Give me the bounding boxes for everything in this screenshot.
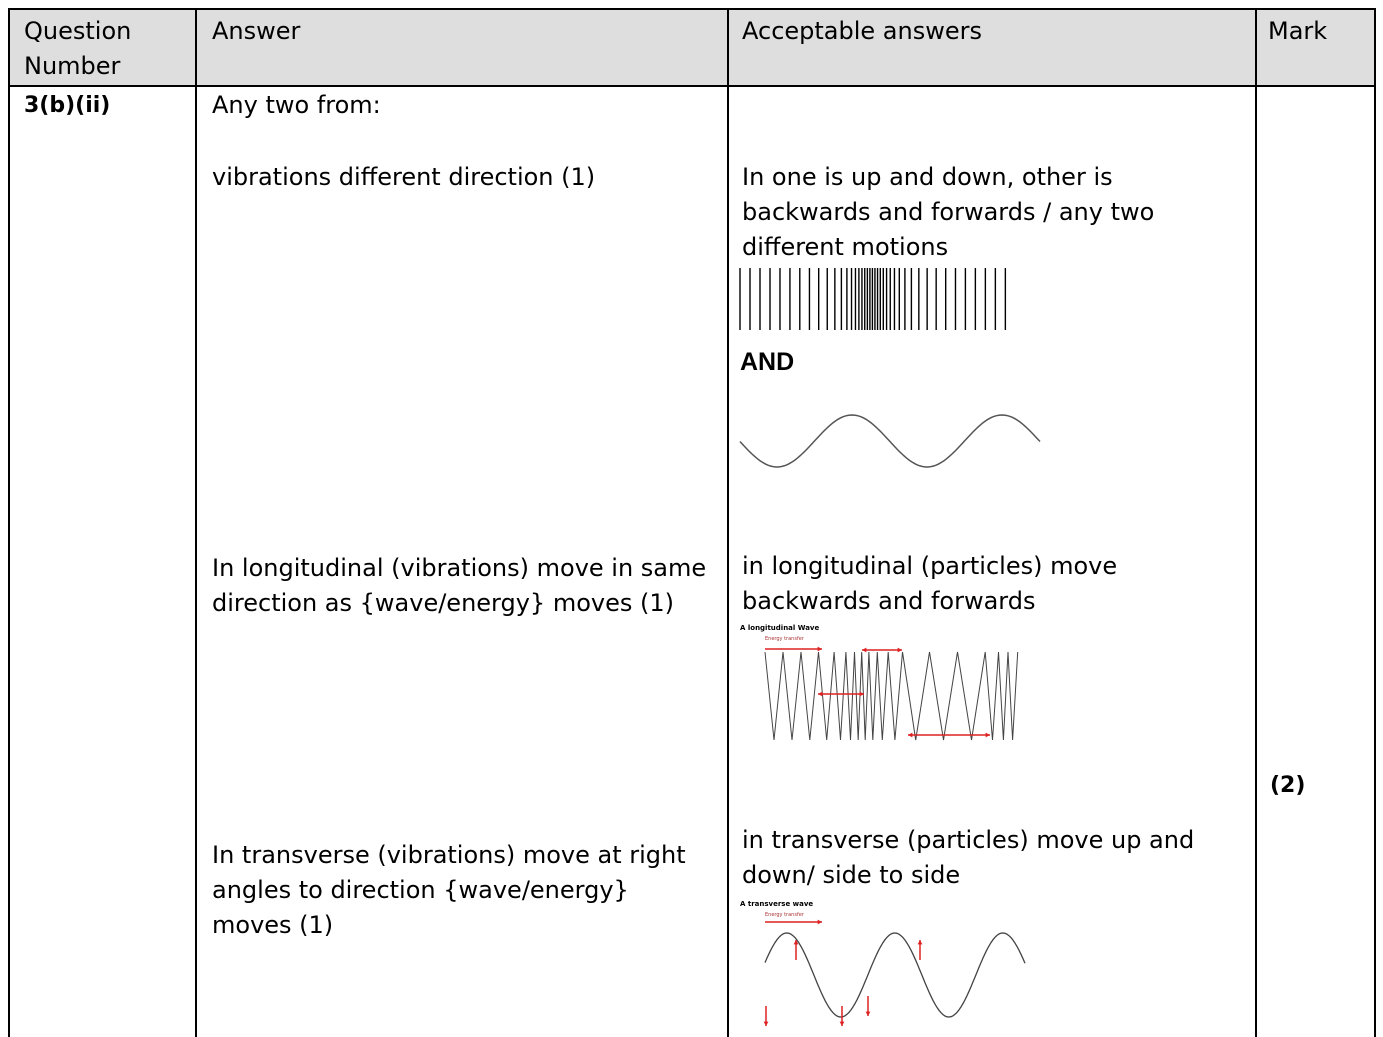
- header-cell: Question Number: [24, 17, 132, 80]
- arrow-head: [793, 940, 799, 945]
- acceptable-and: AND: [740, 348, 795, 376]
- arrow-head: [839, 1021, 845, 1026]
- answer-intro: Any two from:: [212, 91, 381, 119]
- figure-title: A longitudinal Wave: [740, 624, 819, 632]
- barcode-figure: [739, 268, 1007, 330]
- answer-point: In longitudinal (vibrations) move in sam…: [212, 554, 707, 617]
- sine-figure: [739, 414, 1041, 468]
- answer-point: In transverse (vibrations) move at right…: [212, 841, 686, 939]
- header-background: [8, 8, 1375, 86]
- border: [8, 8, 1375, 10]
- border: [8, 8, 10, 1037]
- arrow-head: [897, 647, 902, 653]
- arrow-head: [917, 940, 923, 945]
- acceptable-answer: In one is up and down, other is backward…: [742, 163, 1155, 261]
- arrow-head: [818, 691, 823, 697]
- arrow-head: [865, 1011, 871, 1016]
- longitudinal-figure: A longitudinal Wave Energy transfer: [740, 624, 1019, 741]
- border: [8, 85, 1375, 87]
- header-cell: Acceptable answers: [742, 17, 982, 45]
- border: [1255, 8, 1257, 1037]
- arrow-head: [985, 732, 990, 738]
- arrow-head: [817, 646, 822, 652]
- sine-wave: [739, 414, 1041, 468]
- header-cell: Mark: [1268, 17, 1328, 45]
- arrow-head: [862, 647, 867, 653]
- figure-caption: Energy transfer: [765, 636, 805, 642]
- question-number: 3(b)(ii): [24, 93, 111, 118]
- acceptable-answer: in transverse (particles) move up and do…: [742, 826, 1195, 889]
- figure-title: A transverse wave: [740, 900, 813, 908]
- answer-point: vibrations different direction (1): [212, 163, 596, 191]
- arrow-head: [908, 732, 913, 738]
- border: [727, 8, 729, 1037]
- zigzag: [764, 651, 1019, 741]
- arrow-head: [859, 691, 864, 697]
- transverse-figure: A transverse wave Energy transfer: [740, 900, 1026, 1026]
- border: [1374, 8, 1376, 1037]
- mark: (2): [1270, 773, 1306, 798]
- header-cell: Answer: [212, 17, 301, 45]
- sine-wave: [764, 932, 1026, 1018]
- arrow-head: [817, 919, 822, 925]
- border: [195, 8, 197, 1037]
- acceptable-answer: in longitudinal (particles) move backwar…: [742, 552, 1118, 615]
- arrow-head: [763, 1021, 769, 1026]
- figure-caption: Energy transfer: [765, 912, 805, 918]
